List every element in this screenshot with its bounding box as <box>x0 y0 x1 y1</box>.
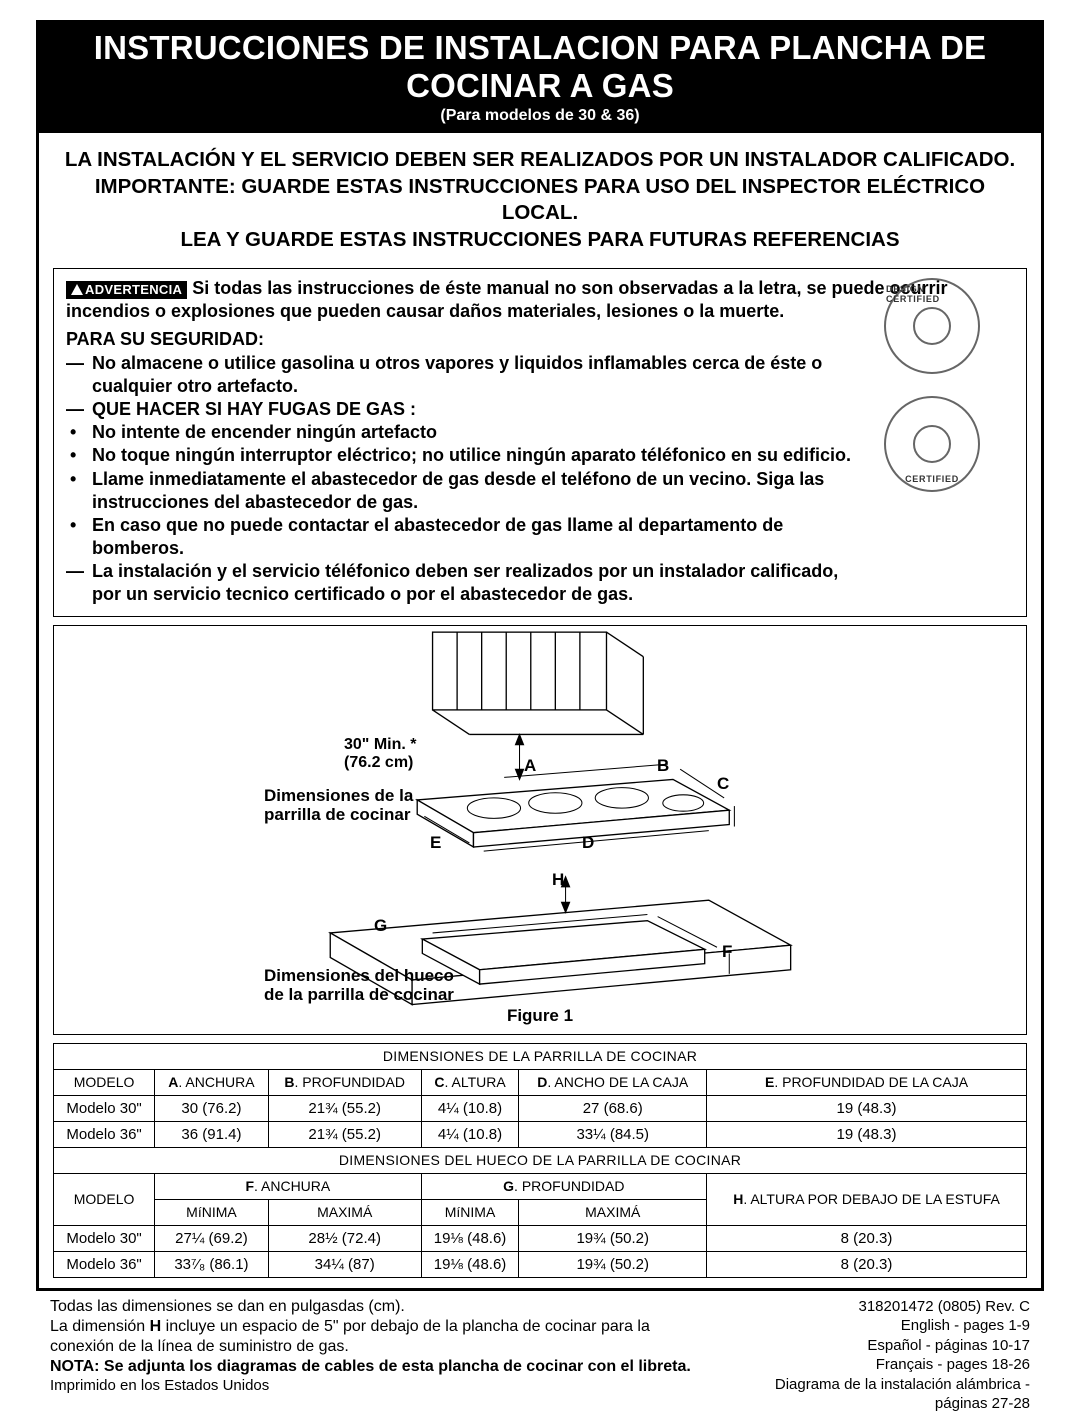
cert-badges: DESIGN CERTIFIED CERTIFIED <box>877 278 987 514</box>
design-cert-label: DESIGN CERTIFIED <box>886 284 978 304</box>
table-row: Modelo 30" 30 (76.2) 21¾ (55.2) 4¼ (10.8… <box>54 1095 1027 1121</box>
hdr-F: F. ANCHURA <box>155 1173 422 1199</box>
footer-left: Todas las dimensiones se dan en pulgasda… <box>50 1297 702 1414</box>
main-frame: INSTRUCCIONES DE INSTALACION PARA PLANCH… <box>36 20 1044 1291</box>
safety-item: —La instalación y el servicio téléfonico… <box>66 560 1014 606</box>
footer-printed: Imprimido en los Estados Unidos <box>50 1377 702 1396</box>
cooktop-table-title: DIMENSIONES DE LA PARRILLA DE COCINAR <box>54 1043 1027 1069</box>
table-row: Modelo 30" 27¼ (69.2) 28½ (72.4) 19⅛ (48… <box>54 1225 1027 1251</box>
figure-svg <box>54 626 1026 1035</box>
hdr-model: MODELO <box>54 1069 155 1095</box>
important-block: LA INSTALACIÓN Y EL SERVICIO DEBEN SER R… <box>39 133 1041 264</box>
table-row: Modelo 36" 33⁷⁄₈ (86.1) 34¼ (87) 19⅛ (48… <box>54 1251 1027 1277</box>
warning-triangle-icon <box>71 284 83 295</box>
hdr-B: B. PROFUNDIDAD <box>268 1069 421 1095</box>
figure-title: Figure 1 <box>507 1006 573 1026</box>
footer-right: 318201472 (0805) Rev. C English - pages … <box>720 1297 1030 1414</box>
hdr-H: H. ALTURA POR DEBAJO DE LA ESTUFA <box>707 1173 1027 1225</box>
fig-letter-C: C <box>717 774 729 794</box>
cooktop-dim-table: DIMENSIONES DE LA PARRILLA DE COCINAR MO… <box>53 1043 1027 1278</box>
hdr-Fmin: MíNIMA <box>155 1199 269 1225</box>
fig-letter-A: A <box>524 756 536 776</box>
hdr-E: E. PROFUNDIDAD DE LA CAJA <box>707 1069 1027 1095</box>
sp-cert-label: CERTIFIED <box>905 474 959 484</box>
safety-item: •No toque ningún interruptor eléctrico; … <box>66 444 1014 467</box>
footer-spanish: Español - páginas 10-17 <box>720 1336 1030 1356</box>
figure-area: 30" Min. * (76.2 cm) A B C D E Dimension… <box>53 625 1027 1035</box>
important-line2: IMPORTANTE: GUARDE ESTAS INSTRUCCIONES P… <box>57 174 1023 227</box>
fig-letter-F: F <box>722 942 732 962</box>
footer-hnote: La dimensión H incluye un espacio de 5" … <box>50 1317 702 1357</box>
hdr-D: D. ANCHO DE LA CAJA <box>519 1069 707 1095</box>
hdr-G: G. PROFUNDIDAD <box>421 1173 706 1199</box>
safety-item: —No almacene o utilice gasolina u otros … <box>66 352 1014 398</box>
hdr-Gmin: MíNIMA <box>421 1199 519 1225</box>
fig-letter-B: B <box>657 756 669 776</box>
footer-alldims: Todas las dimensiones se dan en pulgasda… <box>50 1297 702 1317</box>
footer-english: English - pages 1-9 <box>720 1316 1030 1336</box>
fig-letter-G: G <box>374 916 387 936</box>
footer-wiring: Diagrama de la instalación alámbrica - p… <box>720 1375 1030 1414</box>
warning-top: ADVERTENCIA Si todas las instrucciones d… <box>66 277 1014 324</box>
fig-caption-bottom: Dimensiones del hueco de la parrilla de … <box>264 966 464 1005</box>
safety-heading: PARA SU SEGURIDAD: <box>66 329 1014 350</box>
hdr-Gmax: MAXIMÁ <box>519 1199 707 1225</box>
important-line1: LA INSTALACIÓN Y EL SERVICIO DEBEN SER R… <box>57 147 1023 174</box>
hdr-model-2: MODELO <box>54 1173 155 1225</box>
important-line3: LEA Y GUARDE ESTAS INSTRUCCIONES PARA FU… <box>57 227 1023 254</box>
safety-item: •No intente de encender ningún artefacto <box>66 421 1014 444</box>
fig-caption-top: Dimensiones de la parrilla de cocinar <box>264 786 424 825</box>
sp-certified-icon: CERTIFIED <box>884 396 980 492</box>
safety-item: •En caso que no puede contactar el abast… <box>66 514 1014 560</box>
tables: DIMENSIONES DE LA PARRILLA DE COCINAR MO… <box>53 1043 1027 1278</box>
advertencia-text: ADVERTENCIA <box>85 282 182 297</box>
warning-top-text: Si todas las instrucciones de éste manua… <box>66 278 948 321</box>
cutout-header-row-1: MODELO F. ANCHURA G. PROFUNDIDAD H. ALTU… <box>54 1173 1027 1199</box>
cooktop-header-row: MODELO A. ANCHURA B. PROFUNDIDAD C. ALTU… <box>54 1069 1027 1095</box>
hdr-C: C. ALTURA <box>421 1069 519 1095</box>
hdr-Fmax: MAXIMÁ <box>268 1199 421 1225</box>
safety-item: •Llame inmediatamente el abastecedor de … <box>66 468 1014 514</box>
fig-letter-D: D <box>582 833 594 853</box>
footer-french: Français - pages 18-26 <box>720 1355 1030 1375</box>
fig-letter-H: H <box>552 870 564 890</box>
advertencia-label: ADVERTENCIA <box>66 281 187 300</box>
design-certified-icon: DESIGN CERTIFIED <box>884 278 980 374</box>
footer-notes: Todas las dimensiones se dan en pulgasda… <box>50 1297 1030 1414</box>
page-root: INSTRUCCIONES DE INSTALACION PARA PLANCH… <box>0 0 1080 1428</box>
min-dim-label: 30" Min. * (76.2 cm) <box>344 736 417 772</box>
fig-letter-E: E <box>430 833 441 853</box>
title-sub: (Para modelos de 30 & 36) <box>47 107 1033 125</box>
footer-nota: NOTA: Se adjunta los diagramas de cables… <box>50 1357 702 1377</box>
table-row: Modelo 36" 36 (91.4) 21¾ (55.2) 4¼ (10.8… <box>54 1121 1027 1147</box>
warning-wrap: DESIGN CERTIFIED CERTIFIED ADVERTENCIA S… <box>39 268 1041 617</box>
footer-rev: 318201472 (0805) Rev. C <box>720 1297 1030 1317</box>
title-band: INSTRUCCIONES DE INSTALACION PARA PLANCH… <box>39 23 1041 133</box>
safety-list: —No almacene o utilice gasolina u otros … <box>66 352 1014 605</box>
safety-item: —QUE HACER SI HAY FUGAS DE GAS : <box>66 398 1014 421</box>
title-main: INSTRUCCIONES DE INSTALACION PARA PLANCH… <box>47 29 1033 105</box>
hdr-A: A. ANCHURA <box>155 1069 269 1095</box>
cutout-table-title: DIMENSIONES DEL HUECO DE LA PARRILLA DE … <box>54 1147 1027 1173</box>
